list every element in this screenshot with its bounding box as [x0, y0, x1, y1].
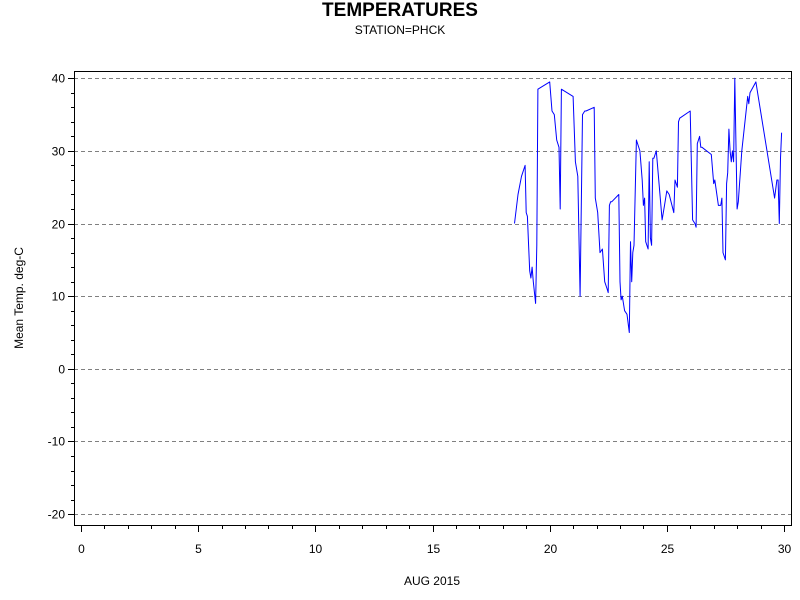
chart-subtitle: STATION=PHCK — [354, 23, 446, 37]
y-tick-label: 0 — [58, 363, 65, 377]
y-tick-label: 40 — [52, 72, 66, 86]
x-axis: 0 5 10 15 20 25 30 — [78, 525, 791, 556]
x-axis-label: AUG 2015 — [403, 574, 461, 588]
series-layer — [514, 77, 783, 333]
x-tick-label: 0 — [78, 542, 85, 556]
x-tick-label: 25 — [661, 542, 675, 556]
y-tick-label: 10 — [52, 290, 66, 304]
series-line — [514, 77, 783, 333]
x-tick-label: 20 — [544, 542, 558, 556]
y-axis: -20 -10 0 10 20 30 40 — [48, 72, 74, 522]
y-axis-label: Mean Temp. deg-C — [12, 247, 26, 349]
gridlines — [74, 78, 791, 515]
x-tick-label: 30 — [778, 542, 792, 556]
chart-title: TEMPERATURES — [322, 0, 478, 21]
y-tick-label: -10 — [48, 435, 66, 449]
x-tick-label: 5 — [195, 542, 202, 556]
y-tick-label: -20 — [48, 508, 66, 522]
x-tick-label: 10 — [309, 542, 323, 556]
y-tick-label: 30 — [52, 145, 66, 159]
y-tick-label: 20 — [52, 218, 66, 232]
x-tick-label: 15 — [427, 542, 441, 556]
plot-frame — [74, 71, 792, 526]
